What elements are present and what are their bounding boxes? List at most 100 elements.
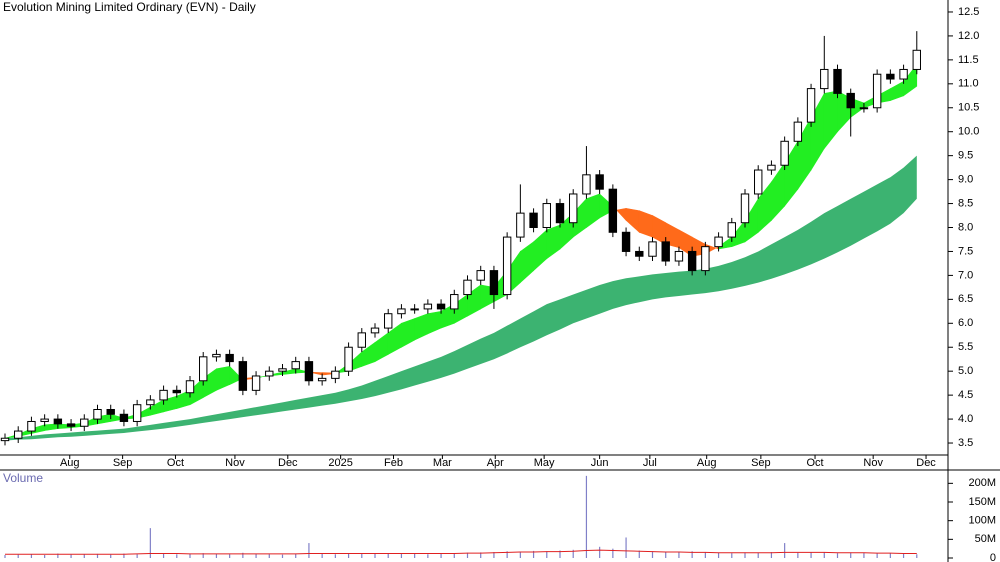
candle-body <box>886 73 895 80</box>
volume-title: Volume <box>3 471 43 485</box>
y-tick-label: 12.5 <box>958 6 979 18</box>
y-tick-label: 9.0 <box>958 174 973 186</box>
candle-body <box>251 375 261 391</box>
candle-body <box>912 49 921 70</box>
volume-average <box>5 549 917 555</box>
y-tick-label: 7.0 <box>958 269 973 281</box>
y-tick-label: 9.5 <box>958 150 973 162</box>
y-tick-label: 6.0 <box>958 317 973 329</box>
candle-body <box>212 353 221 358</box>
candle-body <box>106 409 115 415</box>
candle-body <box>291 361 300 370</box>
candle-body <box>806 88 816 123</box>
candle-body <box>146 399 155 406</box>
candle-body <box>621 231 631 252</box>
y-tick-label: 4.0 <box>958 413 973 425</box>
candle-body <box>132 404 142 422</box>
candle-body <box>529 212 538 228</box>
x-tick-label: Oct <box>167 457 184 469</box>
candle-body <box>701 246 710 272</box>
chart-title: Evolution Mining Limited Ordinary (EVN) … <box>3 0 256 14</box>
candle-body <box>397 308 406 315</box>
candle-body <box>265 370 274 377</box>
candle-body <box>595 174 604 190</box>
candle-body <box>780 140 789 166</box>
candle-body <box>53 418 63 425</box>
candle-body <box>674 250 684 262</box>
y-tick-label: 7.5 <box>958 245 973 257</box>
candle-body <box>542 203 551 228</box>
candle-body <box>331 370 340 379</box>
candle-body <box>172 389 181 394</box>
x-tick-label: Dec <box>278 457 298 469</box>
y-tick-label: 11.5 <box>958 54 979 66</box>
candle-body <box>872 73 882 109</box>
candle-body <box>304 361 314 382</box>
candle-body <box>66 423 76 427</box>
x-tick-label: 2025 <box>328 457 352 469</box>
candle-body <box>582 174 591 195</box>
candle-body <box>793 121 803 142</box>
candle-body <box>14 430 23 439</box>
candle-body <box>317 377 327 382</box>
y-tick-label: 4.5 <box>958 389 973 401</box>
y-tick-label: 12.0 <box>958 30 979 42</box>
y-tick-label: 50M <box>975 533 996 545</box>
candle-body <box>502 236 512 296</box>
y-tick-label: 8.5 <box>958 197 973 209</box>
candle-body <box>238 361 248 391</box>
candle-body <box>344 346 353 372</box>
candle-body <box>820 68 829 90</box>
candle-body <box>384 313 393 329</box>
x-tick-label: Jul <box>643 457 657 469</box>
candle-body <box>899 68 908 80</box>
y-tick-label: 10.5 <box>958 102 979 114</box>
candle-body <box>370 327 380 334</box>
y-tick-label: 200M <box>968 477 996 489</box>
candle-body <box>569 193 578 224</box>
candle-body <box>608 188 618 233</box>
x-tick-label: Mar <box>433 457 452 469</box>
candle-body <box>754 169 763 195</box>
x-tick-label: Oct <box>806 457 823 469</box>
candle-body <box>225 353 234 363</box>
candle-body <box>476 270 485 281</box>
y-tick-label: 100M <box>968 515 996 527</box>
y-tick-label: 3.5 <box>958 437 973 449</box>
candle-body <box>159 389 168 401</box>
x-tick-label: Feb <box>384 457 403 469</box>
x-tick-label: Aug <box>697 457 717 469</box>
candle-body <box>687 250 697 272</box>
y-tick-label: 10.0 <box>958 126 979 138</box>
candle-body <box>727 222 736 238</box>
candle-body <box>410 308 419 311</box>
candle-body <box>846 92 855 109</box>
candle-body <box>119 413 129 422</box>
candle-body <box>27 420 36 432</box>
y-tick-label: 11.0 <box>958 78 979 90</box>
candle-body <box>833 68 842 94</box>
fast-band <box>903 63 918 97</box>
y-tick-label: 0 <box>990 552 996 562</box>
candle-body <box>423 303 433 310</box>
y-tick-label: 5.5 <box>958 341 973 353</box>
candle-body <box>0 437 10 442</box>
x-tick-label: Nov <box>863 457 883 469</box>
x-tick-label: Nov <box>225 457 245 469</box>
x-tick-label: Aug <box>60 457 80 469</box>
candle-body <box>357 332 366 348</box>
x-tick-label: Apr <box>487 457 504 469</box>
candle-body <box>40 418 49 422</box>
candle-body <box>80 418 89 427</box>
candle-body <box>199 356 208 382</box>
candle-body <box>450 294 459 310</box>
candle-body <box>489 270 499 296</box>
candle-body <box>859 107 869 110</box>
candle-body <box>767 164 776 171</box>
candle-body <box>278 368 287 372</box>
candle-body <box>93 409 102 420</box>
y-tick-label: 8.0 <box>958 221 973 233</box>
fast-band <box>638 210 653 238</box>
x-tick-label: Sep <box>751 457 771 469</box>
x-tick-label: May <box>534 457 555 469</box>
